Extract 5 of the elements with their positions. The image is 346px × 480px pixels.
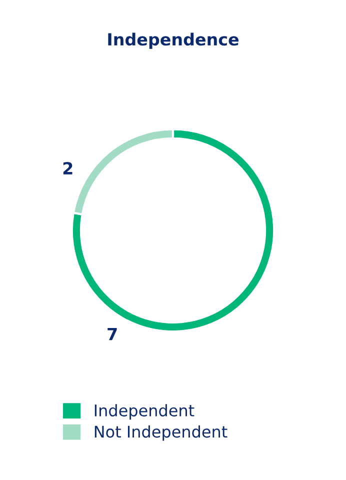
data-label: 2 bbox=[63, 162, 72, 174]
legend-label: Independent bbox=[94, 404, 194, 420]
legend-label: Not Independent bbox=[94, 425, 228, 441]
data-label: 7 bbox=[108, 328, 117, 340]
chart-title: Independence bbox=[108, 32, 239, 49]
